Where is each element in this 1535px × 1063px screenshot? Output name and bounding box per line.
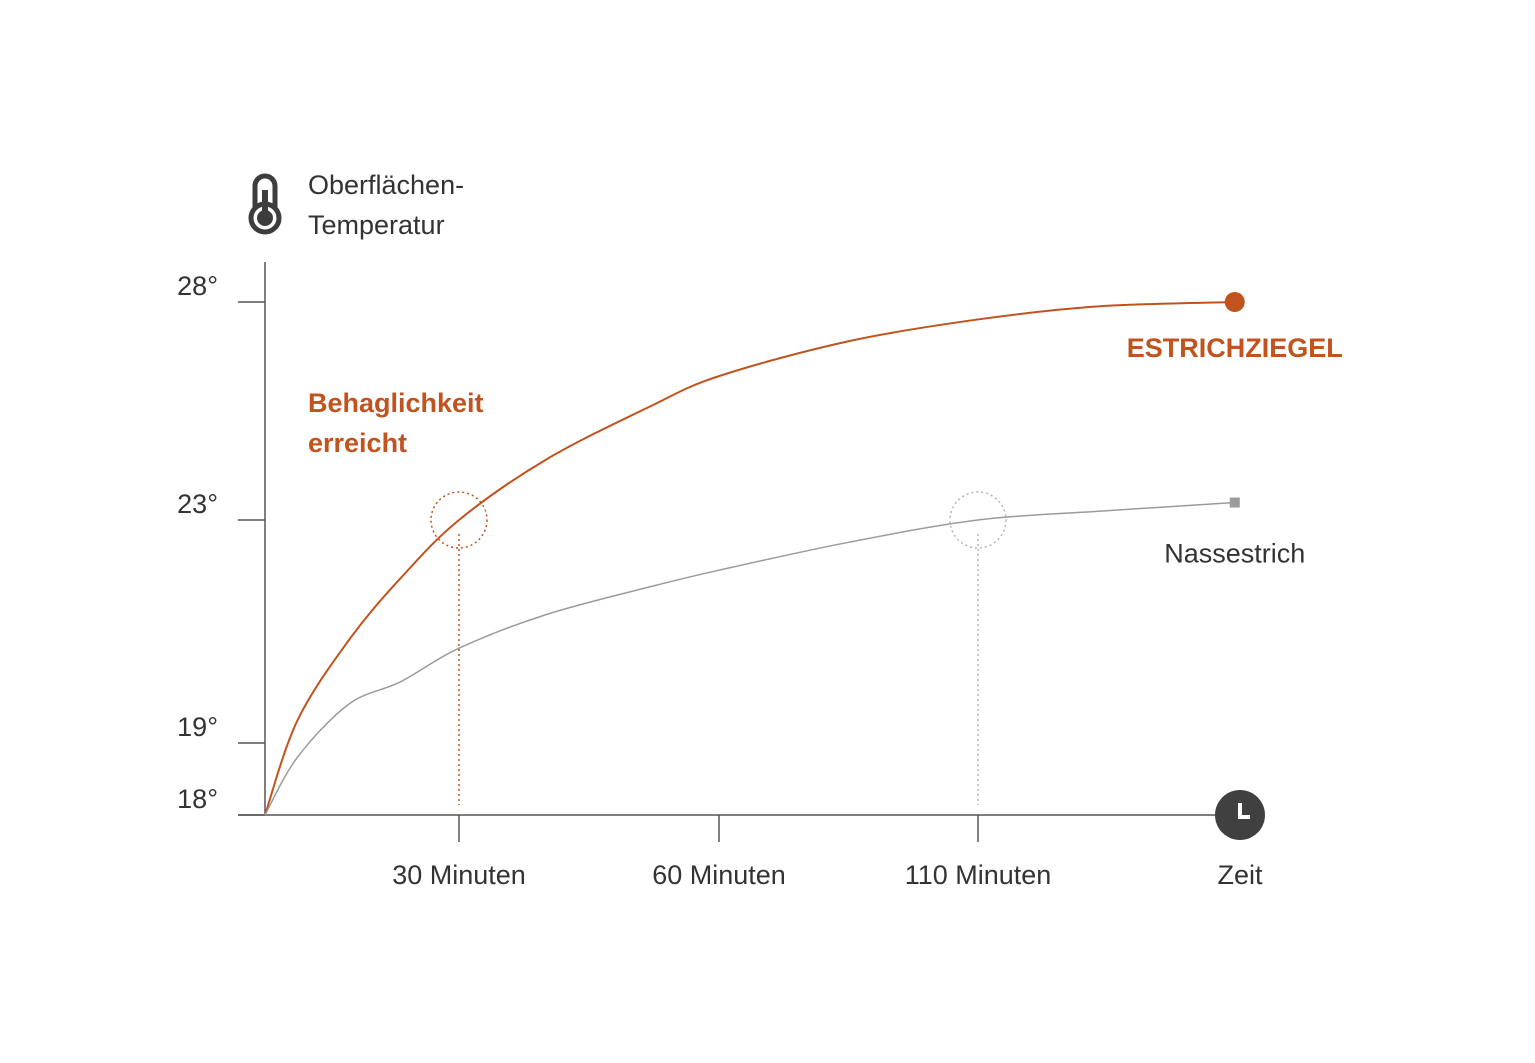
- series-line: [264, 501, 1235, 816]
- annotation: Behaglichkeit: [308, 388, 484, 418]
- y-tick-label: 23°: [177, 489, 218, 519]
- x-tick-label: 60 Minuten: [652, 860, 786, 890]
- y-axis-label: Temperatur: [308, 210, 445, 240]
- annotation: erreicht: [308, 428, 407, 458]
- clock-icon: [1215, 790, 1265, 840]
- highlight-circle: [430, 491, 488, 549]
- end-marker: [1224, 292, 1245, 312]
- y-tick-label: 18°: [177, 784, 218, 814]
- x-tick-label: 30 Minuten: [392, 860, 526, 890]
- series-line: [264, 301, 1235, 816]
- x-axis-label: Zeit: [1217, 860, 1263, 890]
- y-tick-label: 19°: [177, 712, 218, 742]
- x-tick-label: 110 Minuten: [905, 860, 1052, 890]
- series-label: ESTRICHZIEGEL: [1127, 333, 1343, 363]
- highlight-circle: [949, 491, 1007, 549]
- y-tick-label: 28°: [177, 271, 218, 301]
- series-label: Nassestrich: [1164, 539, 1305, 569]
- end-marker: [1229, 497, 1240, 508]
- thermometer-icon: [248, 173, 282, 235]
- y-axis-label: Oberflächen-: [308, 170, 464, 200]
